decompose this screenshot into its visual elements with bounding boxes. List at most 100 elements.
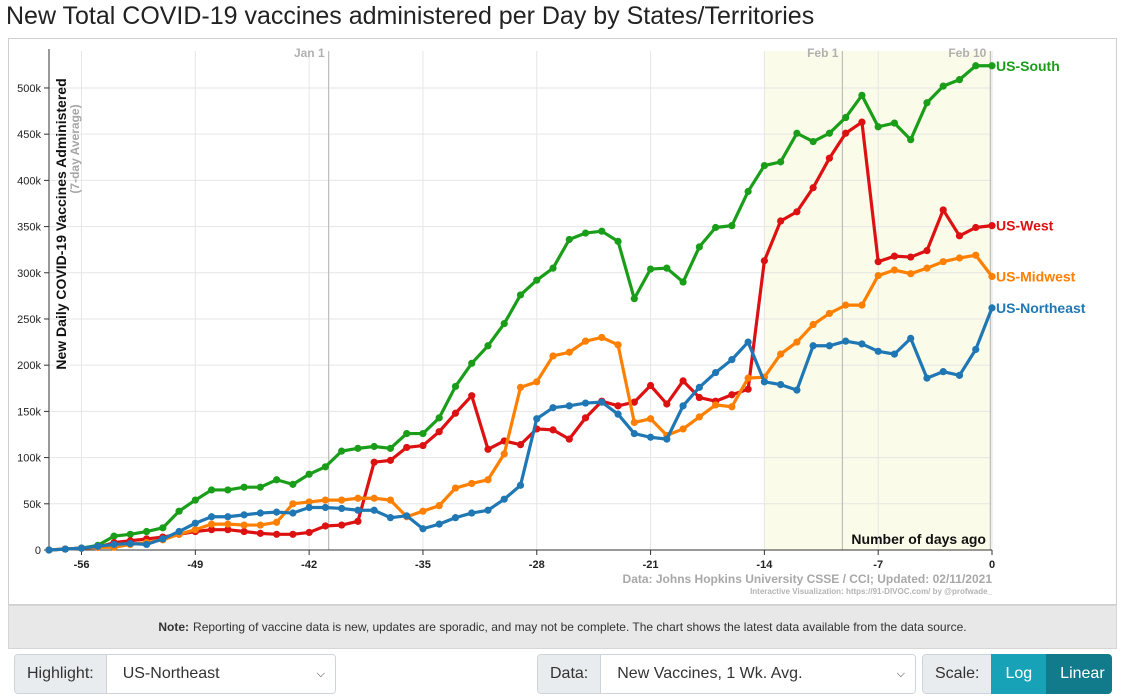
y-tick-label: 100k [17,453,41,465]
data-point [858,301,866,309]
y-tick-label: 400k [17,175,41,187]
data-point [321,503,329,512]
data-point [955,76,964,84]
data-point [435,502,443,510]
data-point [630,429,638,438]
data-point [890,266,899,274]
data-point [565,348,573,356]
data-point [338,504,346,513]
data-dropdown[interactable]: New Vaccines, 1 Wk. Avg. ⌵ [601,655,915,693]
data-point [240,527,248,536]
y-tick-label: 500k [17,83,41,95]
y-tick-label: 150k [17,406,41,418]
data-point [972,223,980,232]
data-point [289,480,297,488]
data-point [468,479,476,488]
x-tick-label: -42 [301,559,317,571]
highlight-value: US-Northeast [122,665,220,682]
data-point [728,356,736,364]
data-point [159,524,167,532]
data-point [760,257,768,265]
data-point [500,450,508,458]
data-point [386,444,395,452]
date-marker-label: Jan 1 [294,46,325,60]
scale-toggle: Scale: Log Linear [922,654,1112,694]
scale-log-button[interactable]: Log [991,654,1047,694]
data-point [338,496,346,504]
data-point [468,392,476,400]
x-tick-label: -35 [415,559,431,571]
highlight-dropdown[interactable]: US-Northeast ⌵ [106,655,335,693]
data-point [500,495,508,503]
data-point [679,402,687,410]
data-point [793,338,801,346]
data-point [110,532,118,540]
date-marker-label: Feb 1 [807,46,839,60]
scale-linear-button[interactable]: Linear [1046,654,1112,694]
data-point [273,530,281,538]
data-point [744,187,752,196]
data-point [923,99,931,107]
page-title: New Total COVID-19 vaccines administered… [6,2,815,30]
y-tick-label: 0 [35,545,41,557]
data-point [874,123,882,131]
data-point [744,374,752,382]
data-point [565,435,573,443]
data-point [403,512,411,520]
data-point [939,258,947,266]
data-point [712,401,720,409]
series-label: US-South [996,58,1060,74]
data-point [793,386,801,394]
data-point [305,503,313,512]
data-point [923,247,931,255]
data-point [224,513,232,521]
data-point [321,496,329,504]
data-point [159,535,167,543]
data-point [630,418,638,427]
highlight-select[interactable]: Highlight: US-Northeast ⌵ [14,654,336,694]
chevron-down-icon: ⌵ [896,667,905,680]
data-point [256,483,264,491]
data-point [403,443,411,452]
data-point [451,514,460,522]
data-point [224,486,232,494]
line-chart: Jan 1 Feb 1 Feb 10 0 50k 100k 150k 200k 250k 300k… [17,46,1086,596]
data-point [338,521,346,529]
data-point [923,374,931,382]
data-point [256,529,264,537]
data-point [419,525,427,533]
data-point [679,377,687,385]
data-point [516,441,525,449]
y-tick-label: 450k [17,129,41,141]
data-point [207,513,216,521]
data-point [305,528,313,537]
data-point [842,337,850,345]
data-point [614,410,622,418]
note-text: Reporting of vaccine data is new, update… [193,620,967,634]
data-point [549,404,557,412]
data-point [484,506,492,514]
y-tick-label: 50k [23,499,41,511]
data-point [191,496,199,504]
series-label: US-Midwest [996,268,1076,284]
data-point [646,381,655,390]
data-point [370,494,378,502]
data-point [240,521,248,529]
data-point [45,546,53,554]
data-point [581,414,590,422]
data-point [972,345,980,354]
data-point [777,380,785,389]
data-point [923,264,931,272]
x-tick-label: -56 [74,559,90,571]
x-tick-label: -49 [187,559,203,571]
data-select[interactable]: Data: New Vaccines, 1 Wk. Avg. ⌵ [537,654,916,694]
data-point [110,540,118,549]
data-point [386,496,395,504]
data-point [191,526,199,534]
x-tick-label: -14 [756,559,773,571]
y-tick-label: 250k [17,314,41,326]
data-point [598,333,606,342]
data-point [712,368,720,377]
data-point [939,368,947,376]
date-marker-label: Feb 10 [948,46,986,60]
